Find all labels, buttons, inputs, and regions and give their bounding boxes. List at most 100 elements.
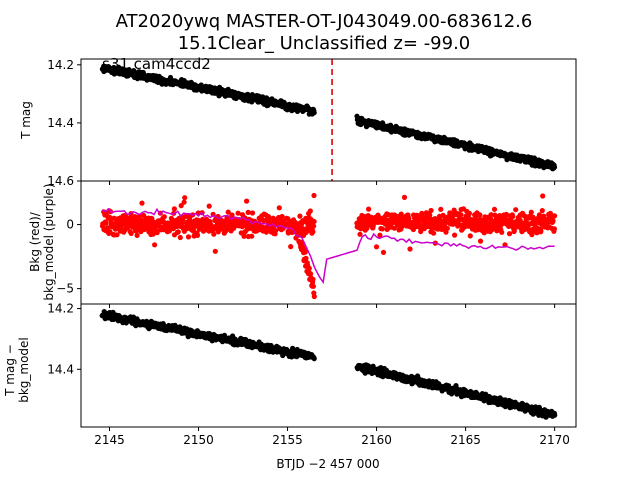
data-point — [174, 223, 180, 230]
data-point — [194, 232, 201, 238]
sector-annotation: s31 cam4ccd2 — [102, 55, 211, 73]
data-point — [311, 223, 317, 229]
data-point — [103, 220, 109, 226]
plot-area — [99, 63, 558, 172]
data-point — [249, 233, 255, 239]
data-point — [154, 230, 160, 236]
data-point — [513, 207, 519, 213]
data-point — [499, 229, 505, 235]
data-point — [364, 225, 370, 231]
data-point — [528, 209, 534, 215]
data-point — [114, 232, 120, 238]
data-point — [552, 412, 558, 418]
y-tick-label: 14.4 — [47, 362, 74, 376]
x-tick-label: 2150 — [183, 433, 214, 447]
data-point — [185, 234, 192, 240]
data-point — [244, 198, 250, 204]
data-point — [311, 110, 317, 116]
data-point — [452, 232, 458, 238]
data-point — [538, 228, 544, 234]
data-point — [310, 283, 316, 289]
data-point — [311, 356, 317, 362]
x-tick-label: 2160 — [361, 433, 392, 447]
x-tick-label: 2145 — [94, 433, 125, 447]
data-point — [428, 207, 434, 214]
data-point — [438, 206, 444, 212]
y-tick-label: 14.4 — [47, 116, 74, 130]
data-point — [429, 226, 435, 232]
data-point — [296, 227, 303, 233]
panel-frame — [80, 303, 577, 428]
data-point — [491, 206, 498, 212]
data-point — [128, 230, 134, 236]
data-point — [551, 164, 558, 170]
data-point — [177, 234, 183, 241]
data-point — [398, 211, 404, 217]
data-point — [379, 226, 385, 232]
y-tick-label: 0 — [66, 218, 74, 232]
data-point — [357, 231, 363, 237]
chart-title-line2: 15.1Clear_ Unclassified z= -99.0 — [178, 33, 471, 54]
data-point — [458, 212, 464, 218]
panel-bottom-tmag-minus-model: 14.2 14.4 2145 2150 2155 2160 2165 2170 — [47, 302, 577, 447]
data-point — [308, 271, 314, 277]
data-point — [263, 229, 269, 235]
data-point — [391, 225, 397, 231]
y-tick-label: 14.6 — [47, 174, 74, 188]
data-point — [161, 214, 167, 220]
data-point — [211, 231, 217, 237]
data-point — [245, 209, 251, 215]
data-point — [206, 203, 212, 209]
data-point — [303, 255, 309, 261]
x-tick-label: 2165 — [450, 433, 481, 447]
data-point — [380, 249, 387, 255]
data-point — [171, 206, 177, 212]
data-point — [273, 228, 279, 234]
y-axis-label-bottom-line1: T mag − — [3, 344, 17, 397]
data-point — [181, 199, 187, 205]
data-point — [467, 233, 473, 239]
x-tick-label: 2170 — [539, 433, 570, 447]
y-axis-label-top: T mag — [19, 101, 33, 140]
data-point — [540, 193, 546, 199]
data-point — [175, 229, 181, 235]
data-point — [511, 228, 517, 234]
y-tick-label: −5 — [56, 282, 74, 296]
data-point — [311, 192, 317, 199]
y-axis-label-middle-line1: Bkg (red)/ — [28, 211, 42, 272]
data-point — [302, 249, 308, 255]
data-point — [406, 215, 412, 221]
data-point — [307, 208, 313, 214]
data-point — [431, 230, 437, 236]
data-point — [477, 212, 483, 218]
x-axis-label: BTJD −2 457 000 — [276, 457, 379, 471]
panel-top-tmag: 14.2 14.4 14.6 — [47, 58, 577, 188]
y-tick-label: 14.2 — [47, 58, 74, 72]
data-point — [407, 246, 413, 252]
data-point — [105, 225, 111, 231]
data-point — [444, 225, 450, 231]
data-point — [279, 213, 285, 220]
data-point — [506, 231, 513, 237]
data-point — [551, 226, 558, 232]
y-axis-label-middle-line2: bkg_model (purple) — [42, 183, 56, 300]
data-point — [297, 213, 303, 219]
model-line — [102, 207, 555, 285]
data-point — [488, 212, 494, 218]
data-point — [107, 214, 113, 220]
data-point — [539, 208, 545, 214]
y-axis-label-bottom-line2: bkg_model — [17, 337, 31, 403]
data-point — [373, 244, 380, 250]
data-point — [288, 244, 294, 250]
data-point — [152, 242, 158, 248]
data-point — [477, 238, 484, 244]
data-point — [167, 74, 174, 81]
data-point — [276, 205, 282, 211]
chart-title-line1: AT2020ywq MASTER-OT-J043049.00-683612.6 — [116, 11, 533, 32]
data-point — [550, 218, 556, 224]
plot-area — [99, 309, 558, 420]
plot-area — [99, 192, 558, 300]
x-tick-label: 2155 — [272, 433, 303, 447]
data-point — [510, 213, 516, 220]
